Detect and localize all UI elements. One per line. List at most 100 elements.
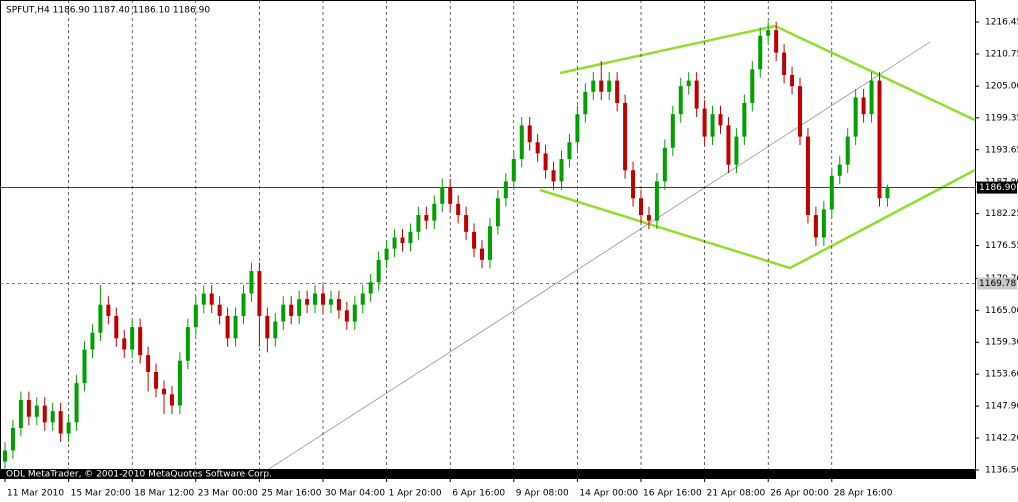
candle-body [639,198,643,216]
candle-body [511,159,516,182]
x-tick-label: 9 Apr 08:00 [516,489,569,499]
candle-body [360,293,365,305]
candle-body [368,282,373,294]
candle-body [400,237,405,244]
price-label-bg [977,277,1017,290]
candle-body [758,35,763,70]
candle-body [686,80,691,87]
y-tick-label: 1142.20 [985,434,1018,444]
trend-line [774,24,976,122]
candle-body [662,147,667,182]
candle-body [487,226,492,260]
trend-line [559,24,776,75]
candle-body [599,80,604,92]
candle-body [90,332,95,350]
candle-body [750,69,755,103]
candle-body [424,215,429,221]
x-tick-label: 25 Mar 16:00 [261,489,321,499]
candle-body [861,97,866,115]
candle-body [82,349,87,384]
candle-body [305,299,310,305]
x-tick-label: 1 Apr 20:00 [389,489,442,499]
y-tick-label: 1210.75 [985,49,1018,59]
candle-body [710,114,715,137]
candle-body [440,187,445,204]
candle-body [877,80,882,199]
candle-body [18,399,23,428]
candle-body [217,304,222,316]
candle-body [575,114,580,143]
candle-body [50,411,55,423]
x-tick-label: 28 Apr 16:00 [834,489,893,499]
candle-body [328,299,333,305]
y-tick-label: 1193.65 [985,145,1018,155]
candle-body [670,114,675,148]
candle-body [162,388,166,395]
candle-body [289,304,294,316]
candle-body [352,304,357,322]
candle-body [408,231,413,244]
candle-body [821,209,826,238]
candle-body [193,304,198,328]
candle-body [503,181,508,199]
trend-line [539,188,791,270]
candle-body [138,327,143,356]
candle-body [257,271,262,316]
candle-body [631,170,636,199]
candle-body [559,159,564,182]
candle-body [798,86,802,137]
chart-title: SPFUT,H4 1186.90 1187.40 1186.10 1186.90 [6,6,210,16]
channel-line [254,41,931,479]
candle-body [845,136,850,165]
x-tick-label: 11 Mar 2010 [7,489,64,499]
footer: ODL MetaTrader, © 2001-2010 MetaQuotes S… [6,470,272,480]
candle-body [654,181,659,221]
candle-body [185,327,190,361]
candle-body [448,187,453,204]
x-tick-label: 18 Mar 12:00 [134,489,194,499]
y-tick-label: 1216.45 [985,18,1018,28]
y-tick-label: 1176.55 [985,241,1018,251]
price-label-bg [977,181,1017,194]
candle-body [782,52,787,75]
candle-body [567,142,572,160]
candle-body [154,371,159,389]
candle-body [281,304,286,322]
x-tick-label: 14 Apr 00:00 [579,489,638,499]
trend-drawings [539,24,976,270]
candle-body [813,215,818,238]
candle-body [583,91,588,115]
candle-body [146,355,151,372]
candle-body [464,215,469,232]
candle-body [837,164,842,176]
candle-body [42,405,47,423]
candle-body [678,86,683,115]
candle-body [551,170,556,182]
candle-body [26,399,31,417]
candle-body [10,427,15,451]
candle-body [623,102,628,171]
candle-body [336,299,341,311]
x-tick-label: 30 Mar 04:00 [325,489,385,499]
price-label: 1169.78 [979,279,1016,289]
candle-body [615,80,620,103]
candle-body [543,153,548,171]
y-tick-label: 1136.50 [985,465,1018,475]
candle-body [790,74,795,87]
trend-line [789,168,976,270]
candle-body [130,327,135,350]
candle-body [273,321,278,339]
candle-body [66,422,71,434]
y-tick-label: 1153.60 [985,370,1018,380]
candle-body [225,315,230,339]
candle-body [297,299,302,316]
candle-body [106,304,111,316]
candle-body [646,215,651,221]
candle-body [432,203,437,221]
y-tick-label: 1147.90 [985,402,1018,412]
candle-body [265,315,270,339]
candle-body [702,108,707,137]
y-tick-label: 1159.30 [985,338,1018,348]
y-tick-label: 1199.35 [985,113,1018,123]
